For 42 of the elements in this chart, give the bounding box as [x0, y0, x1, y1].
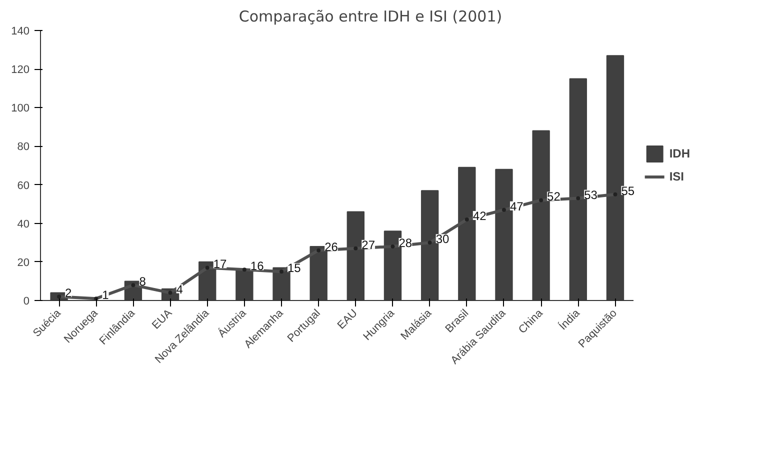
y-tick-label: 100 — [11, 102, 30, 115]
y-tick-label: 140 — [11, 26, 30, 38]
data-label: 1 — [102, 288, 110, 302]
data-label: 42 — [472, 209, 487, 223]
data-label: 53 — [584, 188, 598, 202]
x-tick-label: EUA — [150, 306, 175, 332]
data-label: 52 — [547, 190, 561, 204]
data-label: 16 — [250, 259, 264, 274]
data-label: 28 — [398, 236, 412, 250]
data-label: 17 — [213, 257, 228, 272]
point — [205, 266, 210, 270]
y-tick-label: 80 — [17, 141, 30, 154]
y-tick-label: 40 — [17, 218, 30, 230]
legend-label: ISI — [669, 170, 685, 184]
point — [94, 296, 98, 300]
bar — [236, 269, 254, 300]
point — [280, 270, 284, 274]
point — [613, 192, 618, 196]
data-label: 55 — [621, 184, 635, 198]
y-tick-label: 60 — [17, 180, 30, 192]
point — [354, 246, 358, 250]
y-tick-label: 0 — [23, 296, 30, 308]
point — [428, 240, 432, 245]
chart-title: Comparação entre IDH e ISI (2001) — [238, 8, 502, 26]
legend-label: IDH — [669, 146, 690, 160]
data-label: 2 — [65, 286, 72, 300]
point — [168, 290, 172, 295]
point — [131, 283, 136, 288]
data-label: 47 — [510, 199, 524, 214]
data-label: 30 — [436, 232, 450, 246]
point — [576, 196, 580, 200]
data-label: 4 — [176, 282, 184, 296]
data-label: 8 — [139, 274, 146, 289]
point — [242, 268, 246, 272]
point — [316, 248, 321, 252]
data-label: 26 — [324, 240, 338, 254]
data-label: 27 — [362, 238, 376, 252]
y-tick-label: 120 — [11, 64, 30, 76]
data-label: 15 — [288, 261, 302, 276]
y-tick-label: 20 — [17, 256, 30, 269]
point — [539, 198, 544, 202]
point — [502, 208, 506, 212]
